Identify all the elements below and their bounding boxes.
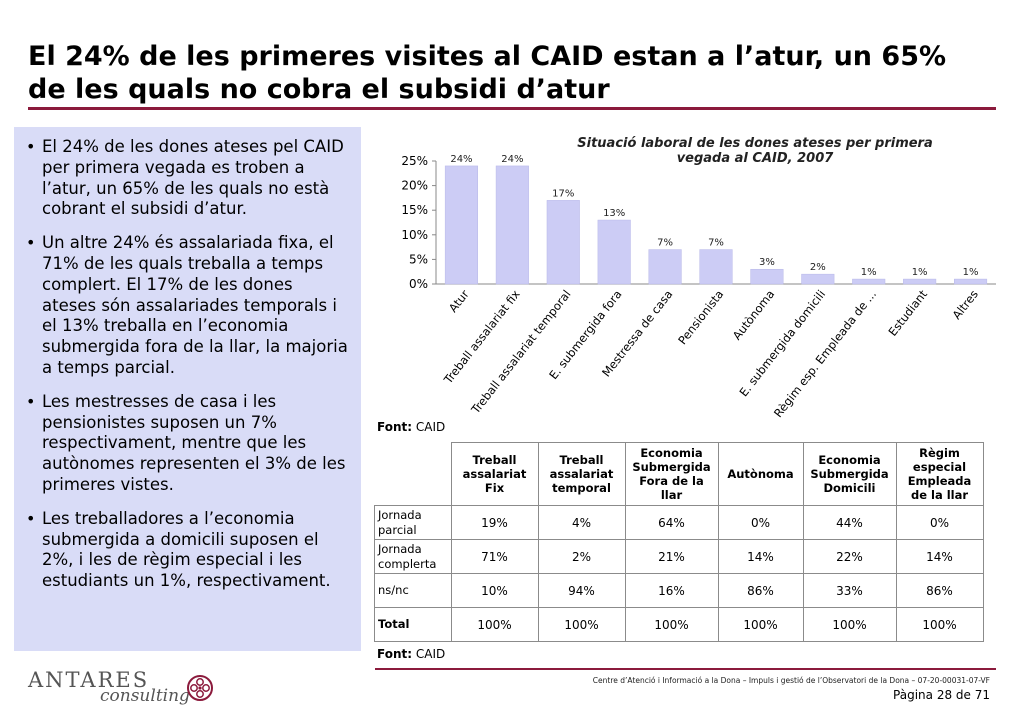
row-label: Jornada parcial <box>374 505 452 540</box>
data-label: 13% <box>603 208 625 219</box>
bar <box>648 249 682 285</box>
y-tick-label: 15% <box>401 203 428 217</box>
table-cell: 16% <box>624 573 719 608</box>
bullet-item: Un altre 24% és assalariada fixa, el 71%… <box>26 233 351 379</box>
table-header-cell: Autònoma <box>717 442 804 506</box>
bar <box>903 278 937 285</box>
table-cell: 64% <box>624 505 719 540</box>
source-label: Font: <box>377 420 413 434</box>
bar <box>597 219 631 285</box>
data-label: 7% <box>708 238 724 249</box>
work-schedule-table: Treball assalariat Fix Treball assalaria… <box>374 442 984 642</box>
table-cell: 100% <box>450 607 539 642</box>
x-tick-label: Treball assalariat temporal <box>468 287 574 417</box>
table-row: ns/nc 10% 94% 16% 86% 33% 86% <box>374 573 984 608</box>
chart-title: Situació laboral de les dones ateses per… <box>577 136 933 166</box>
table-cell: 86% <box>895 573 984 608</box>
table-cell: 21% <box>624 539 719 574</box>
page-title: El 24% de les primeres visites al CAID e… <box>28 41 947 105</box>
table-cell: 14% <box>895 539 984 574</box>
bar <box>852 278 886 285</box>
table-header-cell: Economia Submergida Fora de la llar <box>624 442 719 506</box>
data-label: 17% <box>552 188 574 199</box>
bar <box>546 200 580 285</box>
data-label: 1% <box>912 267 928 278</box>
source-label: Font: <box>377 647 413 661</box>
table-cell: 10% <box>450 573 539 608</box>
table-cell: 2% <box>537 539 626 574</box>
bullet-item: Les treballadores a l’economia submergid… <box>26 509 351 592</box>
table-cell: 100% <box>717 607 804 642</box>
x-tick-label: E. submergida domicili <box>736 287 828 399</box>
table-cell: 94% <box>537 573 626 608</box>
bar-chart: 0% 5% 10% 15% 20% 25% 24% Atur 24% Treball assala… <box>401 154 996 420</box>
data-label: 2% <box>810 262 826 273</box>
table-cell: 100% <box>802 607 897 642</box>
bullet-item: Les mestresses de casa i les pensioniste… <box>26 392 351 496</box>
y-tick-label: 0% <box>409 277 428 291</box>
data-label: 24% <box>450 154 472 165</box>
table-cell: 14% <box>717 539 804 574</box>
table-source: Font: CAID <box>377 647 445 661</box>
table-header-cell: Treball assalariat temporal <box>537 442 626 506</box>
y-tick-label: 10% <box>401 228 428 242</box>
table-header-cell: Règim especial Empleada de la llar <box>895 442 984 506</box>
bullet-list: El 24% de les dones ateses pel CAID per … <box>14 127 361 592</box>
data-label: 3% <box>759 257 775 268</box>
footer-divider <box>375 668 996 670</box>
table-cell: 100% <box>624 607 719 642</box>
bar <box>495 165 529 285</box>
table-header-cell <box>374 442 452 506</box>
table-row: Jornada complerta 71% 2% 21% 14% 22% 14% <box>374 539 984 574</box>
bar <box>750 268 784 285</box>
row-label: Jornada complerta <box>374 539 452 574</box>
x-tick-label: Atur <box>446 287 472 315</box>
row-label: ns/nc <box>374 573 452 608</box>
chart-source: Font: CAID <box>377 420 445 434</box>
x-tick-label: Estudiant <box>885 287 930 339</box>
table-cell: 100% <box>537 607 626 642</box>
source-value: CAID <box>415 420 446 434</box>
data-label: 7% <box>657 238 673 249</box>
table-row-total: Total 100% 100% 100% 100% 100% 100% <box>374 607 984 642</box>
table-header-cell: Treball assalariat Fix <box>450 442 539 506</box>
table-cell: 86% <box>717 573 804 608</box>
title-divider <box>28 107 996 110</box>
source-value: CAID <box>415 647 446 661</box>
bar <box>699 249 733 285</box>
row-label: Total <box>374 607 452 642</box>
table-header-cell: Economia Submergida Domicili <box>802 442 897 506</box>
bullet-item: El 24% de les dones ateses pel CAID per … <box>26 137 351 220</box>
table-cell: 71% <box>450 539 539 574</box>
company-logo-text: ANTARES <box>28 668 150 692</box>
y-tick-label: 5% <box>409 252 428 266</box>
bar <box>444 165 478 285</box>
data-label: 24% <box>501 154 523 165</box>
y-tick-label: 20% <box>401 179 428 193</box>
x-tick-label: Altres <box>949 287 980 322</box>
data-label: 1% <box>861 267 877 278</box>
table-cell: 22% <box>802 539 897 574</box>
x-tick-label: Pensionista <box>675 287 726 347</box>
x-tick-label: Règim esp. Empleada de ... <box>771 287 879 420</box>
table-cell: 19% <box>450 505 539 540</box>
company-logo-subtext: consulting <box>100 686 190 706</box>
y-tick-label: 25% <box>401 154 428 168</box>
table-cell: 0% <box>895 505 984 540</box>
table-cell: 4% <box>537 505 626 540</box>
data-label: 1% <box>963 267 979 278</box>
bar <box>954 278 988 285</box>
page-number: Pàgina 28 de 71 <box>893 688 990 702</box>
table-cell: 100% <box>895 607 984 642</box>
table-cell: 44% <box>802 505 897 540</box>
table-header-row: Treball assalariat Fix Treball assalaria… <box>374 442 984 506</box>
table-cell: 33% <box>802 573 897 608</box>
table-cell: 0% <box>717 505 804 540</box>
summary-panel: El 24% de les dones ateses pel CAID per … <box>14 127 361 651</box>
footer-text: Centre d’Atenció i Informació a la Dona … <box>592 676 990 685</box>
table-row: Jornada parcial 19% 4% 64% 0% 44% 0% <box>374 505 984 540</box>
x-tick-label: Autònoma <box>730 287 778 342</box>
bar <box>801 273 835 285</box>
flower-logo-icon <box>187 675 213 701</box>
